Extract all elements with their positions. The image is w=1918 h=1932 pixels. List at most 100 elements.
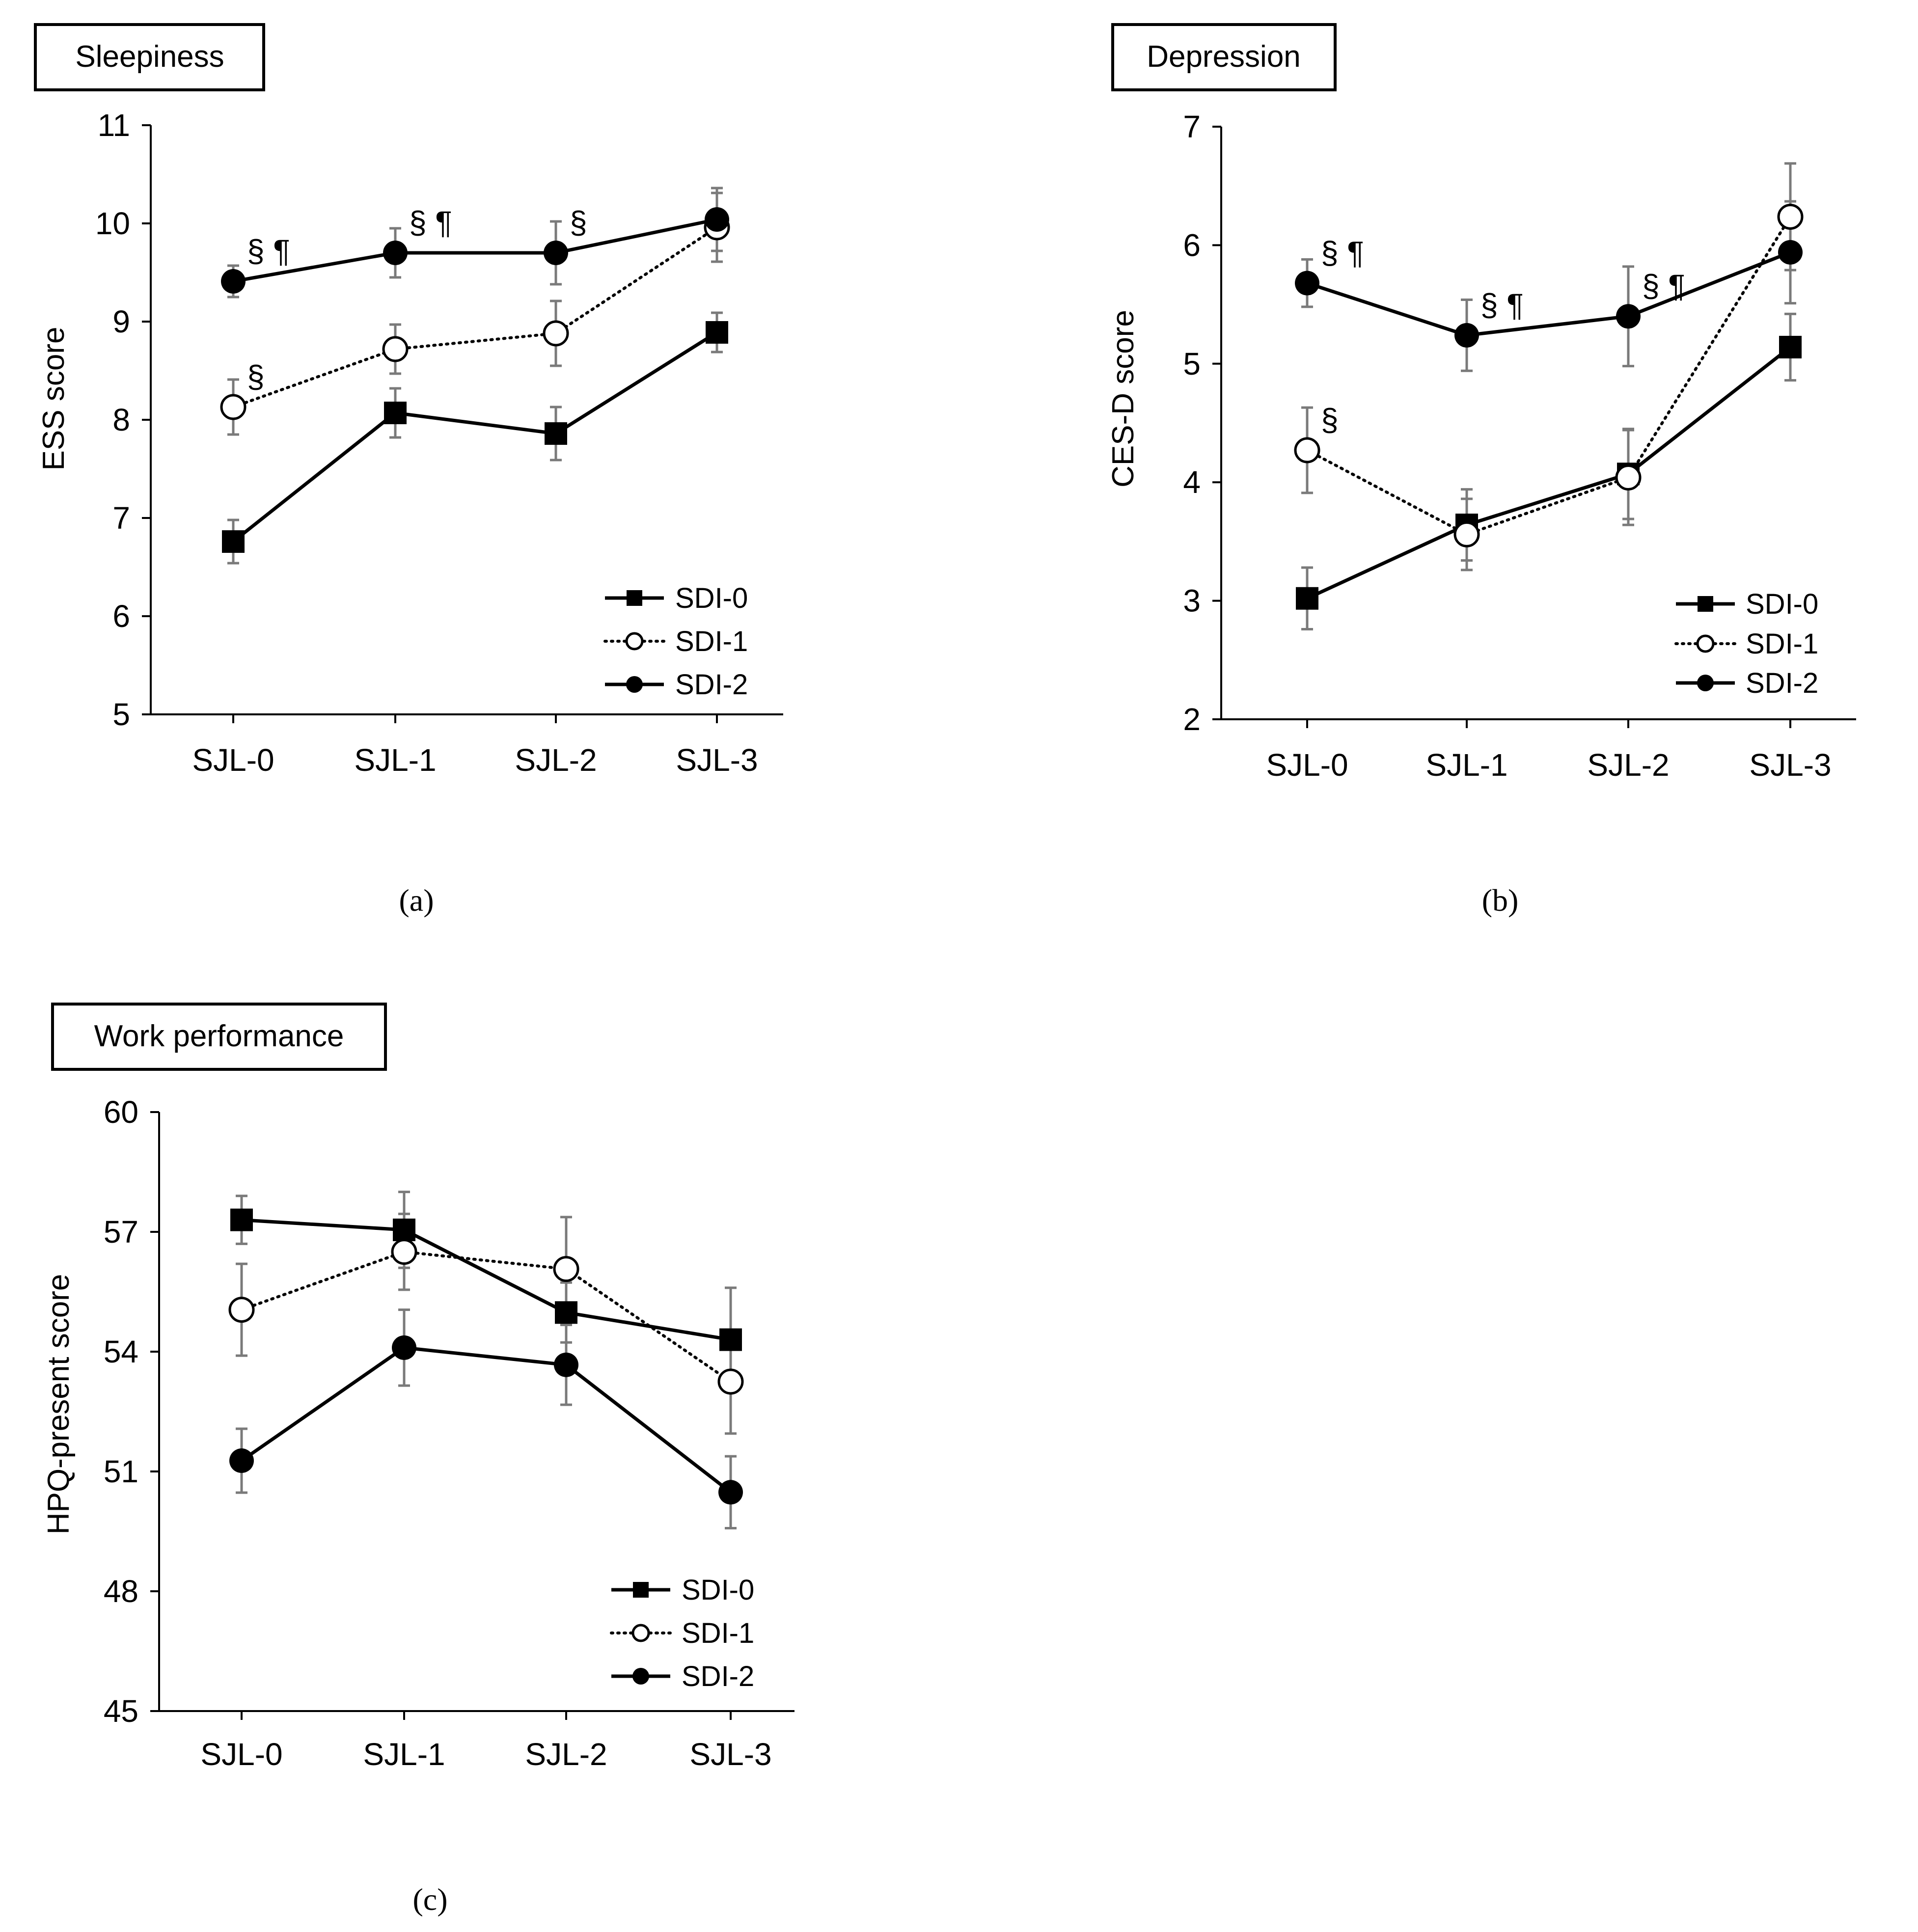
data-point-sdi-1 [717, 1368, 744, 1395]
data-point-sdi-2 [392, 1335, 416, 1360]
data-point-sdi-2 [1295, 271, 1319, 296]
legend-marker [633, 1582, 649, 1598]
data-point-sdi-1 [1615, 464, 1642, 491]
legend-label: SDI-2 [1746, 667, 1818, 699]
data-point-sdi-0 [230, 1208, 253, 1231]
series-line-sdi-2 [241, 1346, 732, 1494]
y-tick-label: 7 [112, 500, 130, 536]
y-tick-label: 11 [98, 108, 130, 143]
y-tick-label: 6 [1183, 227, 1201, 263]
y-tick-label: 8 [112, 402, 130, 437]
series-line-sdi-1 [232, 226, 718, 408]
y-tick-label: 9 [112, 304, 130, 339]
significance-annotation: § ¶ [1642, 268, 1685, 303]
data-point-sdi-1 [220, 394, 247, 420]
legend-label: SDI-1 [675, 626, 748, 657]
x-tick-label: SJL-2 [525, 1737, 607, 1772]
legend-label: SDI-1 [1746, 628, 1818, 660]
series-line-sdi-1 [240, 1250, 732, 1383]
data-point-sdi-1 [391, 1239, 417, 1265]
x-tick-label: SJL-0 [1266, 747, 1348, 783]
data-point-sdi-2 [1454, 323, 1479, 348]
y-tick-label: 4 [1183, 464, 1201, 500]
y-tick-label: 48 [104, 1574, 138, 1609]
panel-label: (b) [1482, 883, 1519, 918]
panel-title: Depression [1147, 40, 1301, 74]
significance-annotation: § [570, 205, 587, 240]
data-point-sdi-2 [221, 269, 246, 294]
panel-label: (a) [399, 883, 434, 918]
data-point-sdi-0 [706, 321, 728, 344]
y-tick-label: 10 [95, 206, 130, 241]
data-point-sdi-0 [384, 402, 407, 424]
data-point-sdi-1 [228, 1297, 255, 1323]
data-point-sdi-2 [544, 241, 568, 265]
data-point-sdi-2 [554, 1352, 578, 1377]
chart-panel-b: Depression CES-D score (b) 2 3 4 5 6 7 SJL-0 SJ… [1106, 23, 1856, 918]
significance-annotation: § [247, 359, 265, 394]
series-line-sdi-1 [1306, 215, 1792, 536]
x-tick-label: SJL-1 [1425, 747, 1507, 783]
series-line-sdi-2 [233, 218, 717, 283]
x-tick-label: SJL-1 [354, 742, 436, 778]
data-point-sdi-2 [1616, 304, 1641, 329]
y-axis-title: HPQ-present score [42, 1274, 76, 1535]
significance-annotation: § ¶ [247, 233, 290, 269]
legend-marker [625, 632, 644, 651]
x-tick-label: SJL-2 [515, 742, 597, 778]
x-tick-label: SJL-2 [1587, 747, 1669, 783]
y-tick-label: 45 [104, 1693, 138, 1729]
data-point-sdi-2 [718, 1480, 743, 1505]
chart-panel-c: Work performance HPQ-present score (c) 4… [42, 1003, 795, 1917]
x-tick-label: SJL-1 [363, 1737, 445, 1772]
panel-title-box [1111, 23, 1337, 91]
x-tick-label: SJL-3 [676, 742, 758, 778]
data-point-sdi-2 [229, 1448, 254, 1473]
panel-title-box [34, 23, 265, 91]
y-tick-label: 5 [112, 697, 130, 732]
data-point-sdi-2 [1778, 240, 1803, 265]
data-point-sdi-1 [1294, 437, 1320, 463]
data-point-sdi-0 [555, 1301, 577, 1324]
x-tick-label: SJL-0 [200, 1737, 282, 1772]
data-point-sdi-1 [553, 1256, 579, 1282]
legend-label: SDI-0 [675, 582, 748, 614]
y-tick-label: 54 [104, 1334, 138, 1369]
x-tick-label: SJL-3 [1749, 747, 1831, 783]
data-point-sdi-1 [543, 320, 569, 347]
legend-marker [632, 1668, 649, 1685]
legend-marker [631, 1624, 650, 1642]
legend-marker [1697, 675, 1714, 691]
significance-annotation: § [1321, 402, 1339, 437]
data-point-sdi-2 [705, 207, 729, 232]
x-tick-label: SJL-3 [689, 1737, 771, 1772]
y-tick-label: 7 [1183, 109, 1201, 144]
data-point-sdi-0 [222, 530, 245, 553]
y-tick-label: 57 [104, 1214, 138, 1250]
y-tick-label: 60 [104, 1094, 138, 1130]
data-point-sdi-0 [1296, 587, 1318, 610]
panel-title: Sleepiness [75, 40, 224, 74]
legend-marker [626, 676, 643, 693]
legend-label: SDI-0 [682, 1574, 754, 1606]
legend-label: SDI-1 [682, 1617, 754, 1649]
significance-annotation: § ¶ [1480, 287, 1524, 323]
data-point-sdi-0 [719, 1328, 742, 1351]
series-line-sdi-0 [232, 331, 718, 543]
data-point-sdi-1 [1453, 521, 1480, 547]
y-tick-label: 51 [104, 1454, 138, 1489]
y-tick-label: 2 [1183, 702, 1201, 737]
panel-title: Work performance [94, 1019, 344, 1053]
panel-label: (c) [412, 1882, 447, 1917]
significance-annotation: § ¶ [1321, 235, 1364, 271]
data-point-sdi-1 [1777, 203, 1804, 230]
y-tick-label: 3 [1183, 583, 1201, 619]
data-point-sdi-0 [545, 422, 567, 445]
y-axis-title: ESS score [37, 327, 71, 471]
series-line-sdi-2 [1306, 250, 1791, 337]
data-point-sdi-0 [393, 1218, 415, 1241]
data-point-sdi-1 [382, 336, 409, 362]
legend-marker [627, 590, 642, 606]
y-tick-label: 5 [1183, 346, 1201, 381]
x-tick-label: SJL-0 [192, 742, 274, 778]
